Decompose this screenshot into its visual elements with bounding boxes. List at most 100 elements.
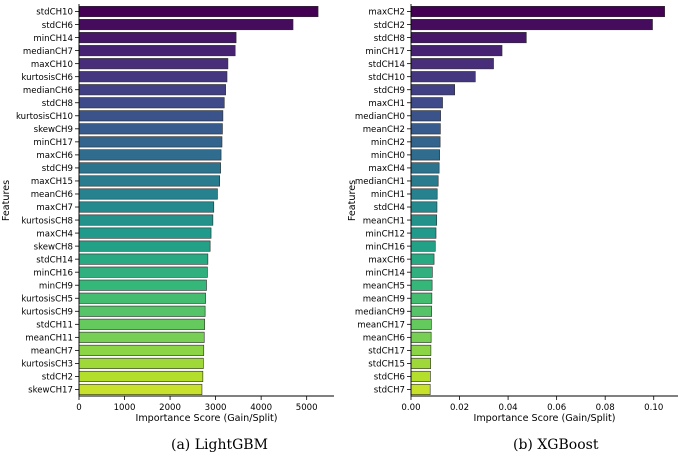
y-tick-label: minCH1 <box>371 190 405 200</box>
bar-kurtosisCH5 <box>78 292 206 304</box>
y-tick-label: maxCH7 <box>36 203 73 213</box>
bar-meanCH17 <box>410 318 432 330</box>
y-tick-label: skewCH17 <box>28 386 73 396</box>
y-tick-label: stdCH6 <box>374 373 405 383</box>
bar-stdCH10 <box>78 6 319 18</box>
bar-maxCH2 <box>410 6 665 18</box>
y-tick-label: minCH12 <box>365 229 405 239</box>
y-tick-label: stdCH14 <box>36 255 73 265</box>
bar-minCH16 <box>78 266 208 278</box>
bar-stdCH11 <box>78 318 205 330</box>
y-tick-label: stdCH2 <box>42 373 73 383</box>
bar-stdCH15 <box>410 357 431 369</box>
x-tick-label: 5000 <box>296 403 318 413</box>
x-tick-label: 3000 <box>205 403 227 413</box>
bar-minCH16 <box>410 240 436 252</box>
x-axis-title: Importance Score (Gain/Split) <box>474 413 616 424</box>
bar-skewCH9 <box>78 123 223 135</box>
x-tick-label: 0.02 <box>450 403 469 413</box>
bar-maxCH1 <box>410 97 443 109</box>
y-tick-label: minCH17 <box>365 47 405 57</box>
x-tick-label: 2000 <box>159 403 181 413</box>
y-tick-label: stdCH9 <box>42 164 73 174</box>
bar-minCH17 <box>410 45 503 57</box>
bar-minCH12 <box>410 227 437 239</box>
y-tick-label: maxCH1 <box>368 99 405 109</box>
bar-medianCH9 <box>410 305 432 317</box>
bar-minCH2 <box>410 136 441 148</box>
y-tick-label: kurtosisCH10 <box>16 112 73 122</box>
y-tick-label: meanCH6 <box>363 334 405 344</box>
y-tick-label: stdCH8 <box>374 34 405 44</box>
y-tick-label: stdCH2 <box>374 21 405 31</box>
bar-stdCH8 <box>410 32 527 44</box>
y-tick-label: medianCH1 <box>355 177 405 187</box>
x-tick-label: 1000 <box>114 403 136 413</box>
bar-maxCH7 <box>78 201 215 213</box>
y-tick-label: minCH9 <box>39 281 73 291</box>
bar-stdCH17 <box>410 344 432 356</box>
bar-minCH9 <box>78 279 207 291</box>
y-tick-label: kurtosisCH9 <box>21 307 73 317</box>
bar-maxCH6 <box>410 253 435 265</box>
y-tick-label: medianCH0 <box>355 112 405 122</box>
y-tick-label: stdCH10 <box>368 73 405 83</box>
y-tick-label: maxCH4 <box>368 164 405 174</box>
y-tick-label: stdCH6 <box>42 21 73 31</box>
y-tick-label: meanCH17 <box>357 321 405 331</box>
y-tick-label: minCH16 <box>33 268 73 278</box>
y-tick-label: stdCH7 <box>374 386 405 396</box>
bar-meanCH6 <box>410 331 432 343</box>
y-tick-label: medianCH6 <box>23 86 73 96</box>
bar-kurtosisCH9 <box>78 305 206 317</box>
x-tick-label: 0.06 <box>547 403 566 413</box>
y-tick-label: kurtosisCH6 <box>21 73 73 83</box>
bar-stdCH2 <box>78 370 204 382</box>
bar-stdCH4 <box>410 201 438 213</box>
y-tick-label: meanCH7 <box>31 347 73 357</box>
bar-maxCH4 <box>78 227 212 239</box>
bar-maxCH6 <box>78 149 222 161</box>
bar-stdCH2 <box>410 19 653 31</box>
bar-stdCH10 <box>410 71 476 83</box>
y-tick-label: stdCH4 <box>374 203 405 213</box>
y-tick-label: medianCH9 <box>355 307 405 317</box>
y-axis-title: Features <box>1 180 12 221</box>
bar-kurtosisCH10 <box>78 110 224 122</box>
y-tick-label: maxCH6 <box>36 151 73 161</box>
bar-kurtosisCH3 <box>78 357 204 369</box>
y-tick-label: kurtosisCH5 <box>21 294 73 304</box>
bar-maxCH10 <box>78 58 229 70</box>
x-tick-label: 0.10 <box>644 403 663 413</box>
y-tick-label: minCH16 <box>365 242 405 252</box>
bar-kurtosisCH8 <box>78 214 214 226</box>
x-tick-label: 4000 <box>250 403 272 413</box>
y-tick-label: meanCH9 <box>363 294 405 304</box>
y-tick-label: maxCH2 <box>368 8 405 18</box>
y-tick-label: stdCH11 <box>36 321 73 331</box>
x-tick-label: 0 <box>76 403 81 413</box>
bar-minCH0 <box>410 149 440 161</box>
bar-kurtosisCH6 <box>78 71 228 83</box>
y-tick-label: minCH2 <box>371 138 405 148</box>
y-tick-label: skewCH8 <box>34 242 73 252</box>
bar-minCH14 <box>78 32 237 44</box>
bar-medianCH6 <box>78 84 226 96</box>
bar-meanCH1 <box>410 214 438 226</box>
bar-stdCH8 <box>78 97 225 109</box>
y-tick-label: meanCH11 <box>25 334 73 344</box>
x-tick-label: 0.04 <box>499 403 518 413</box>
bar-minCH17 <box>78 136 223 148</box>
y-tick-label: minCH17 <box>33 138 73 148</box>
y-tick-label: kurtosisCH3 <box>21 360 73 370</box>
y-tick-label: meanCH2 <box>363 125 405 135</box>
bar-skewCH17 <box>78 383 203 395</box>
bar-maxCH4 <box>410 162 440 174</box>
x-axis-title: Importance Score (Gain/Split) <box>136 413 278 424</box>
bar-stdCH7 <box>410 383 431 395</box>
bar-meanCH9 <box>410 292 433 304</box>
y-tick-label: maxCH4 <box>36 229 73 239</box>
bar-meanCH6 <box>78 188 218 200</box>
x-tick-label: 0.08 <box>596 403 615 413</box>
y-tick-label: medianCH7 <box>23 47 73 57</box>
